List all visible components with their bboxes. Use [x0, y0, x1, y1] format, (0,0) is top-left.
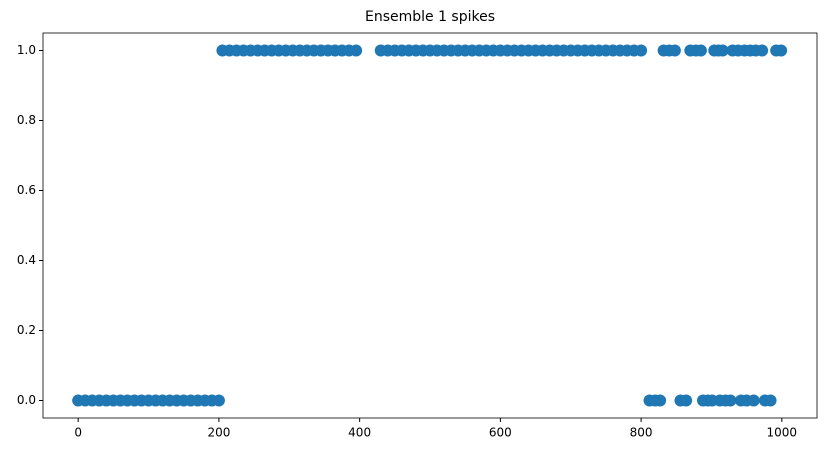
y-tick-label: 0.0 — [17, 393, 36, 407]
point — [716, 44, 729, 57]
x-tick-label: 600 — [489, 426, 512, 440]
point — [747, 394, 760, 407]
point — [764, 394, 777, 407]
point — [680, 394, 693, 407]
point — [724, 394, 737, 407]
point — [668, 44, 681, 57]
point — [694, 44, 707, 57]
y-tick-label: 0.4 — [17, 253, 36, 267]
point — [756, 44, 769, 57]
y-tick-label: 1.0 — [17, 43, 36, 57]
x-tick-label: 0 — [74, 426, 82, 440]
x-tick-label: 1000 — [767, 426, 798, 440]
y-tick-label: 0.8 — [17, 113, 36, 127]
point — [212, 394, 225, 407]
plot-frame — [42, 32, 818, 419]
point — [350, 44, 363, 57]
x-tick-label: 200 — [207, 426, 230, 440]
x-tick-label: 800 — [630, 426, 653, 440]
y-tick-label: 0.2 — [17, 323, 36, 337]
point — [775, 44, 788, 57]
point — [654, 394, 667, 407]
x-tick-label: 400 — [348, 426, 371, 440]
chart-title: Ensemble 1 spikes — [365, 9, 495, 25]
point — [635, 44, 648, 57]
y-tick-label: 0.6 — [17, 183, 36, 197]
